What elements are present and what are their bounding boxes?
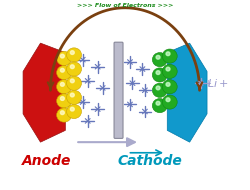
Circle shape [57,108,72,122]
Circle shape [162,95,177,109]
Circle shape [66,48,82,62]
Circle shape [166,98,170,102]
Text: >>> Flow of Electrons >>>: >>> Flow of Electrons >>> [77,3,173,8]
Circle shape [156,71,160,74]
Circle shape [57,66,72,80]
Circle shape [70,93,74,97]
Circle shape [162,64,177,78]
Text: Anode: Anode [22,154,72,168]
Circle shape [60,68,64,72]
FancyBboxPatch shape [114,42,123,138]
Circle shape [70,65,74,69]
Circle shape [166,82,170,86]
Circle shape [156,55,160,59]
Circle shape [66,76,82,90]
Circle shape [156,101,160,105]
Circle shape [70,107,74,111]
Circle shape [66,105,82,119]
Circle shape [152,99,167,113]
Circle shape [166,52,170,56]
Circle shape [57,51,72,66]
Circle shape [156,86,160,90]
Circle shape [70,79,74,83]
Circle shape [66,90,82,105]
Circle shape [152,53,167,67]
Polygon shape [167,43,207,142]
Circle shape [60,82,64,86]
Text: Cathode: Cathode [118,154,182,168]
Circle shape [60,111,64,115]
Circle shape [60,54,64,58]
Circle shape [66,62,82,76]
Circle shape [162,49,177,63]
Text: $\mathit{Li+}$: $\mathit{Li+}$ [207,77,229,89]
Circle shape [152,83,167,97]
Text: +: + [204,79,211,88]
Circle shape [152,68,167,82]
Polygon shape [23,43,65,142]
Circle shape [70,51,74,55]
Circle shape [57,94,72,108]
Circle shape [57,80,72,94]
Circle shape [60,97,64,101]
Circle shape [166,67,170,71]
Circle shape [162,80,177,94]
